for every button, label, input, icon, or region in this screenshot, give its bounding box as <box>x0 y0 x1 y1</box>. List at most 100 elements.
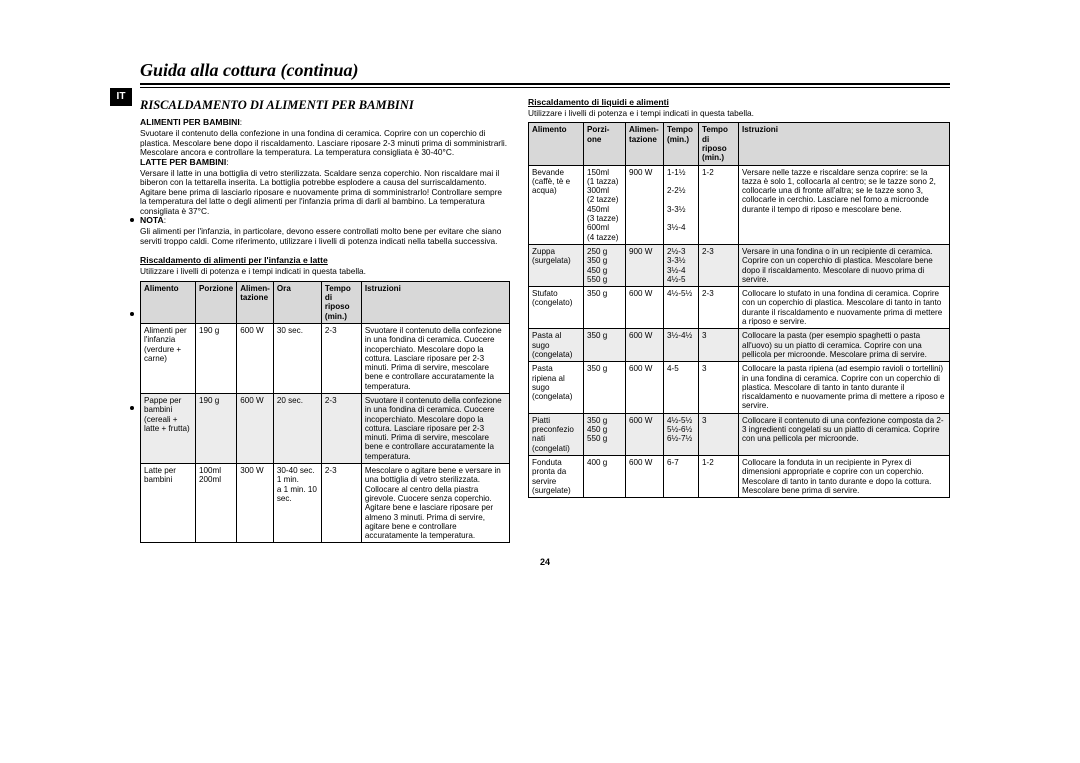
table-cell: 3 <box>699 362 739 413</box>
table-cell: 2-3 <box>321 323 361 393</box>
table-infanzia: AlimentoPorzioneAlimen- tazioneOraTempo … <box>140 281 510 544</box>
table-cell: Mescolare o agitare bene e versare in un… <box>361 464 509 543</box>
table-cell: Pappe per bambini (cereali + latte + fru… <box>141 393 196 463</box>
table-header: Tempo di riposo (min.) <box>321 281 361 323</box>
subheading-latte: LATTE PER BAMBINI <box>140 157 226 167</box>
table-header: Istruzioni <box>361 281 509 323</box>
table-cell: 600 W <box>626 287 664 329</box>
table-cell: 600 W <box>626 329 664 362</box>
table-cell: 400 g <box>584 455 626 497</box>
table-cell: 2-3 <box>321 464 361 543</box>
table-cell: 600 W <box>237 323 274 393</box>
table1-title: Riscaldamento di alimenti per l'infanzia… <box>140 256 510 266</box>
table-cell: Pasta ripiena al sugo (congelata) <box>529 362 584 413</box>
table-cell: Collocare la pasta (per esempio spaghett… <box>739 329 950 362</box>
table-cell: Pasta al sugo (congelata) <box>529 329 584 362</box>
table-cell: 350 g <box>584 329 626 362</box>
table-cell: 350 g <box>584 362 626 413</box>
paragraph: Svuotare il contenuto della confezione i… <box>140 129 510 158</box>
table-cell: 3½-4½ <box>664 329 699 362</box>
table-cell: Stufato (congelato) <box>529 287 584 329</box>
table-cell: Collocare lo stufato in una fondina di c… <box>739 287 950 329</box>
dot-icon <box>130 218 134 222</box>
table-cell: 2-3 <box>699 287 739 329</box>
table-cell: Collocare la pasta ripiena (ad esempio r… <box>739 362 950 413</box>
language-badge: IT <box>110 88 132 106</box>
table-cell: 2½-3 3-3½ 3½-4 4½-5 <box>664 244 699 286</box>
table-cell: 4½-5½ 5½-6½ 6½-7½ <box>664 413 699 455</box>
table-cell: 2-3 <box>699 244 739 286</box>
table-cell: 900 W <box>626 244 664 286</box>
two-column-layout: RISCALDAMENTO DI ALIMENTI PER BAMBINI AL… <box>140 98 950 543</box>
table-row: Pappe per bambini (cereali + latte + fru… <box>141 393 510 463</box>
table-cell: Zuppa (surgelata) <box>529 244 584 286</box>
paragraph: Gli alimenti per l'infanzia, in particol… <box>140 227 510 246</box>
table-header: Ora <box>273 281 321 323</box>
table-cell: 250 g 350 g 450 g 550 g <box>584 244 626 286</box>
page-title: Guida alla cottura (continua) <box>140 60 950 83</box>
table-row: Pasta ripiena al sugo (congelata)350 g60… <box>529 362 950 413</box>
table-cell: 600 W <box>626 455 664 497</box>
table-row: Pasta al sugo (congelata)350 g600 W3½-4½… <box>529 329 950 362</box>
table-header: Alimen- tazione <box>626 123 664 165</box>
table-cell: 190 g <box>196 323 237 393</box>
table-cell: 2-3 <box>321 393 361 463</box>
table-cell: 3 <box>699 413 739 455</box>
table2-title: Riscaldamento di liquidi e alimenti <box>528 98 950 108</box>
table-header: Porzi- one <box>584 123 626 165</box>
table-row: Latte per bambini100ml 200ml300 W30-40 s… <box>141 464 510 543</box>
table-header: Tempo di riposo (min.) <box>699 123 739 165</box>
table-cell: Piatti preconfezio nati (congelati) <box>529 413 584 455</box>
table-cell: 600 W <box>237 393 274 463</box>
table-cell: 300 W <box>237 464 274 543</box>
table-row: Fonduta pronta da servire (surgelate)400… <box>529 455 950 497</box>
dot-icon <box>130 406 134 410</box>
table-cell: 1-1½ 2-2½ 3-3½ 3½-4 <box>664 165 699 244</box>
table-cell: Versare in una fondina o in un recipient… <box>739 244 950 286</box>
table-cell: Versare nelle tazze e riscaldare senza c… <box>739 165 950 244</box>
page-number: 24 <box>140 557 950 567</box>
table-liquidi: AlimentoPorzi- oneAlimen- tazioneTempo (… <box>528 122 950 498</box>
subheading-alimenti: ALIMENTI PER BAMBINI <box>140 117 240 127</box>
table-cell: 600 W <box>626 362 664 413</box>
table-cell: Bevande (caffè, tè e acqua) <box>529 165 584 244</box>
table-row: Zuppa (surgelata)250 g 350 g 450 g 550 g… <box>529 244 950 286</box>
section-heading: RISCALDAMENTO DI ALIMENTI PER BAMBINI <box>140 98 510 112</box>
table-row: Piatti preconfezio nati (congelati)350 g… <box>529 413 950 455</box>
table-header: Istruzioni <box>739 123 950 165</box>
table-cell: Fonduta pronta da servire (surgelate) <box>529 455 584 497</box>
table-cell: 30-40 sec. 1 min. a 1 min. 10 sec. <box>273 464 321 543</box>
table-cell: 4-5 <box>664 362 699 413</box>
table-cell: 6-7 <box>664 455 699 497</box>
table-cell: 30 sec. <box>273 323 321 393</box>
fold-dots <box>130 218 134 410</box>
table-cell: Collocare il contenuto di una confezione… <box>739 413 950 455</box>
table-cell: 350 g <box>584 287 626 329</box>
table-cell: 350 g 450 g 550 g <box>584 413 626 455</box>
table-cell: 4½-5½ <box>664 287 699 329</box>
left-column: RISCALDAMENTO DI ALIMENTI PER BAMBINI AL… <box>140 98 510 543</box>
table-header: Alimen- tazione <box>237 281 274 323</box>
table-cell: 20 sec. <box>273 393 321 463</box>
page-content: Guida alla cottura (continua) IT RISCALD… <box>140 60 950 543</box>
title-rule-top: Guida alla cottura (continua) <box>140 60 950 85</box>
table-header: Alimento <box>529 123 584 165</box>
table-header: Tempo (min.) <box>664 123 699 165</box>
table-cell: Latte per bambini <box>141 464 196 543</box>
table2-subtitle: Utilizzare i livelli di potenza e i temp… <box>528 109 950 119</box>
title-rule-bottom <box>140 87 950 88</box>
table-cell: 600 W <box>626 413 664 455</box>
table-cell: 900 W <box>626 165 664 244</box>
table-row: Stufato (congelato)350 g600 W4½-5½2-3Col… <box>529 287 950 329</box>
right-column: Riscaldamento di liquidi e alimenti Util… <box>528 98 950 543</box>
table-cell: Svuotare il contenuto della confezione i… <box>361 323 509 393</box>
table-header: Alimento <box>141 281 196 323</box>
table-row: Alimenti per l'infanzia (verdure + carne… <box>141 323 510 393</box>
table-row: Bevande (caffè, tè e acqua)150ml (1 tazz… <box>529 165 950 244</box>
table1-subtitle: Utilizzare i livelli di potenza e i temp… <box>140 267 510 277</box>
table-cell: 100ml 200ml <box>196 464 237 543</box>
table-cell: 1-2 <box>699 455 739 497</box>
paragraph: Versare il latte in una bottiglia di vet… <box>140 169 510 217</box>
table-cell: 1-2 <box>699 165 739 244</box>
table-cell: Collocare la fonduta in un recipiente in… <box>739 455 950 497</box>
